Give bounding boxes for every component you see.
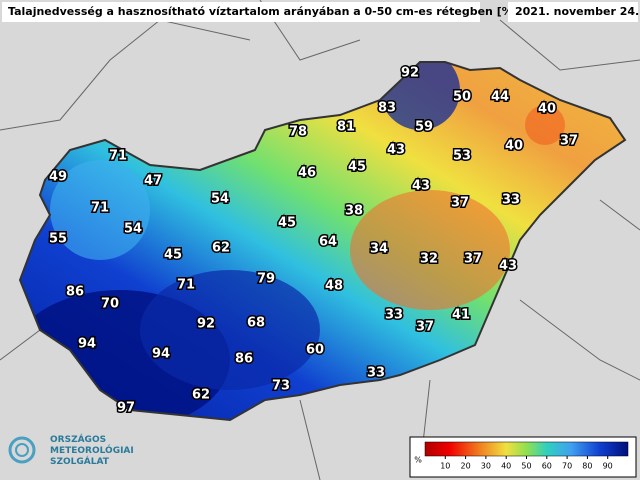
legend-tick-label: 10: [440, 462, 450, 471]
value-label: 92: [197, 317, 215, 332]
title: Talajnedvesség a hasznosítható víztartal…: [8, 5, 518, 18]
value-label: 97: [117, 401, 135, 416]
value-label: 68: [247, 316, 265, 331]
value-label: 43: [499, 259, 517, 274]
value-label: 45: [348, 160, 366, 175]
value-label: 60: [306, 343, 324, 358]
value-label: 47: [144, 174, 162, 189]
value-label: 44: [491, 90, 509, 105]
value-label: 33: [385, 308, 403, 323]
value-label: 79: [257, 272, 275, 287]
logo-line: ORSZÁGOS: [50, 433, 106, 445]
legend-unit: %: [414, 456, 422, 465]
value-label: 45: [278, 216, 296, 231]
value-label: 73: [272, 379, 290, 394]
value-label: 37: [560, 134, 578, 149]
value-label: 70: [101, 297, 119, 312]
value-label: 54: [124, 222, 142, 237]
legend-tick-label: 40: [501, 462, 511, 471]
value-label: 43: [412, 179, 430, 194]
value-label: 62: [192, 388, 210, 403]
value-label: 71: [177, 278, 195, 293]
value-label: 92: [401, 66, 419, 81]
value-label: 71: [109, 149, 127, 164]
legend-tick-label: 50: [521, 462, 531, 471]
value-label: 37: [464, 252, 482, 267]
value-label: 86: [66, 285, 84, 300]
value-label: 62: [212, 241, 230, 256]
value-label: 46: [298, 166, 316, 181]
value-label: 40: [505, 139, 523, 154]
colorbar: [424, 441, 629, 457]
value-label: 32: [420, 252, 438, 267]
value-label: 81: [337, 120, 355, 135]
value-label: 71: [91, 201, 109, 216]
value-label: 83: [378, 101, 396, 116]
value-label: 38: [345, 204, 363, 219]
value-label: 49: [49, 170, 67, 185]
value-label: 48: [325, 279, 343, 294]
value-label: 53: [453, 149, 471, 164]
legend-tick-label: 20: [461, 462, 471, 471]
legend-tick-label: 30: [481, 462, 491, 471]
date-box: [508, 2, 638, 22]
value-label: 64: [319, 235, 337, 250]
logo-line: METEOROLÓGIAI: [50, 444, 134, 456]
value-label: 86: [235, 352, 253, 367]
value-label: 45: [164, 248, 182, 263]
legend-tick-label: 80: [582, 462, 592, 471]
date: 2021. november 24.: [515, 5, 639, 18]
value-label: 55: [49, 232, 67, 247]
value-label: 41: [452, 308, 470, 323]
logo-line: SZOLGÁLAT: [50, 455, 110, 467]
value-label: 94: [78, 337, 96, 352]
title-box: [2, 2, 480, 22]
logo: ORSZÁGOS METEOROLÓGIAI SZOLGÁLAT: [8, 433, 134, 467]
value-label: 43: [387, 143, 405, 158]
value-label: 33: [367, 366, 385, 381]
value-label: 78: [289, 125, 307, 140]
value-label: 37: [451, 196, 469, 211]
value-label: 34: [370, 242, 388, 257]
value-label: 94: [152, 347, 170, 362]
legend-tick-label: 90: [603, 462, 613, 471]
legend-tick-label: 70: [562, 462, 572, 471]
legend-tick-label: 60: [542, 462, 552, 471]
value-label: 37: [416, 320, 434, 335]
value-label: 40: [538, 102, 556, 117]
value-label: 59: [415, 120, 433, 135]
value-label: 54: [211, 192, 229, 207]
value-label: 50: [453, 90, 471, 105]
value-label: 33: [502, 193, 520, 208]
